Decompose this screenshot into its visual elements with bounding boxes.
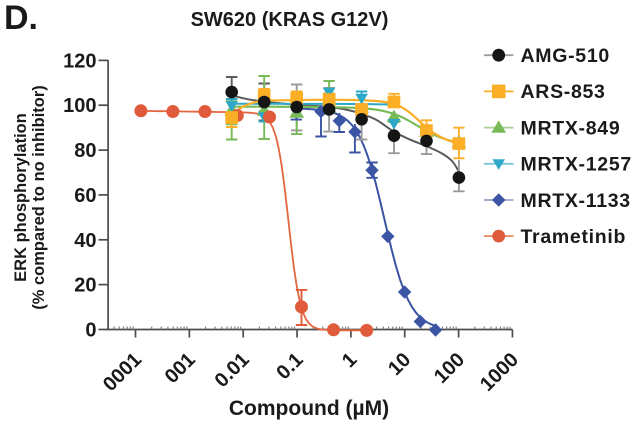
svg-text:80: 80: [74, 140, 96, 162]
svg-text:60: 60: [74, 185, 96, 207]
svg-text:D.: D.: [4, 0, 38, 37]
svg-text:0: 0: [85, 320, 96, 342]
svg-text:AMG-510: AMG-510: [521, 45, 610, 67]
svg-text:ERK phosphorylation: ERK phosphorylation: [12, 113, 30, 282]
svg-text:Compound (µM): Compound (µM): [229, 397, 389, 420]
svg-text:100: 100: [63, 95, 96, 117]
svg-text:40: 40: [74, 230, 96, 252]
svg-text:SW620 (KRAS G12V): SW620 (KRAS G12V): [191, 9, 389, 31]
svg-text:MRTX-1133: MRTX-1133: [521, 190, 631, 212]
svg-text:Trametinib: Trametinib: [521, 226, 627, 248]
svg-text:120: 120: [63, 50, 96, 72]
svg-text:20: 20: [74, 275, 96, 297]
svg-text:MRTX-849: MRTX-849: [521, 117, 621, 139]
svg-text:(% compared to no inhibitor): (% compared to no inhibitor): [30, 85, 48, 310]
svg-text:MRTX-1257: MRTX-1257: [521, 154, 632, 176]
svg-text:ARS-853: ARS-853: [521, 81, 606, 103]
